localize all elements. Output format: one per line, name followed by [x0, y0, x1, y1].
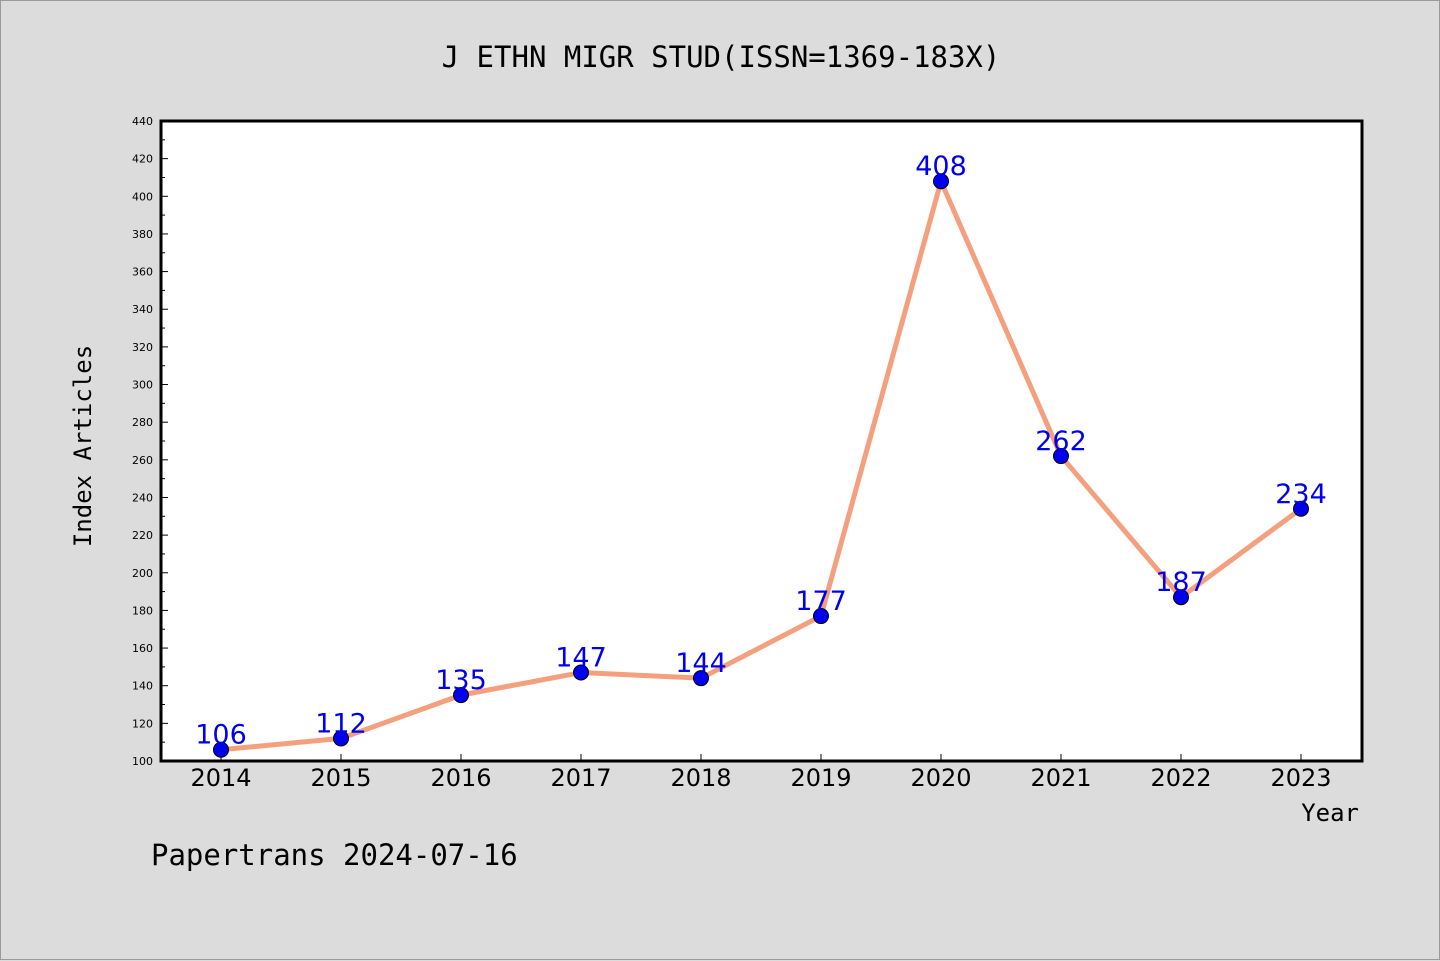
data-label: 262 — [1035, 426, 1087, 457]
x-tick-label: 2016 — [430, 764, 491, 792]
y-tick-label: 420 — [132, 153, 153, 166]
data-label: 144 — [675, 648, 727, 679]
y-tick-label: 380 — [132, 228, 153, 241]
x-axis-label: Year — [1301, 799, 1359, 827]
x-tick-label: 2017 — [550, 764, 611, 792]
data-label-group: 106 112 135 147 144 177 408 262 187 234 — [195, 151, 1327, 750]
data-point — [1053, 448, 1069, 465]
plot-area — [159, 119, 1364, 763]
y-tick-label: 340 — [132, 303, 153, 316]
data-label: 408 — [915, 151, 967, 182]
y-tick-label: 360 — [132, 266, 153, 279]
data-label: 106 — [195, 720, 247, 751]
y-tick-label: 140 — [132, 680, 153, 693]
x-tick-label: 2015 — [310, 764, 371, 792]
data-point — [333, 730, 349, 747]
y-axis: 100 120 140 160 180 200 220 240 260 280 300 320 340 3… — [132, 115, 168, 768]
data-label: 112 — [315, 708, 367, 739]
x-tick-label: 2020 — [910, 764, 971, 792]
x-axis: 2014 2015 2016 2017 2018 2019 2020 2021 2022 2023 — [190, 754, 1332, 792]
data-point — [1173, 589, 1189, 606]
data-label: 135 — [435, 665, 487, 696]
data-label: 177 — [795, 586, 847, 617]
y-tick-label: 120 — [132, 717, 153, 730]
x-tick-label: 2019 — [790, 764, 851, 792]
data-label: 187 — [1155, 567, 1207, 598]
y-tick-label: 400 — [132, 190, 153, 203]
y-tick-label: 300 — [132, 379, 153, 392]
data-point-group — [213, 173, 1309, 758]
y-tick-label: 180 — [132, 604, 153, 617]
data-point — [933, 173, 949, 190]
series-line-group — [218, 178, 1304, 753]
y-tick-label: 320 — [132, 341, 153, 354]
y-tick-label: 240 — [132, 491, 153, 504]
data-point — [213, 741, 229, 758]
data-label: 234 — [1275, 479, 1327, 510]
y-tick-label: 200 — [132, 567, 153, 580]
x-tick-label: 2023 — [1270, 764, 1331, 792]
y-axis-label: Index Articles — [69, 345, 97, 547]
y-tick-label: 100 — [132, 755, 153, 768]
data-point — [813, 608, 829, 625]
y-tick-label: 160 — [132, 642, 153, 655]
series-line — [218, 178, 1304, 753]
x-tick-label: 2014 — [190, 764, 251, 792]
chart-title: J ETHN MIGR STUD(ISSN=1369-183X) — [442, 40, 1001, 74]
y-tick-label: 280 — [132, 416, 153, 429]
footer-text: Papertrans 2024-07-16 — [151, 838, 518, 872]
data-label: 147 — [555, 643, 607, 674]
x-tick-label: 2018 — [670, 764, 731, 792]
data-point — [693, 670, 709, 687]
y-tick-label: 220 — [132, 529, 153, 542]
y-tick-label: 260 — [132, 454, 153, 467]
y-tick-label: 440 — [132, 115, 153, 128]
data-point — [573, 664, 589, 681]
x-tick-label: 2022 — [1150, 764, 1211, 792]
x-tick-label: 2021 — [1030, 764, 1091, 792]
data-point — [453, 687, 469, 704]
data-point — [1293, 500, 1309, 517]
